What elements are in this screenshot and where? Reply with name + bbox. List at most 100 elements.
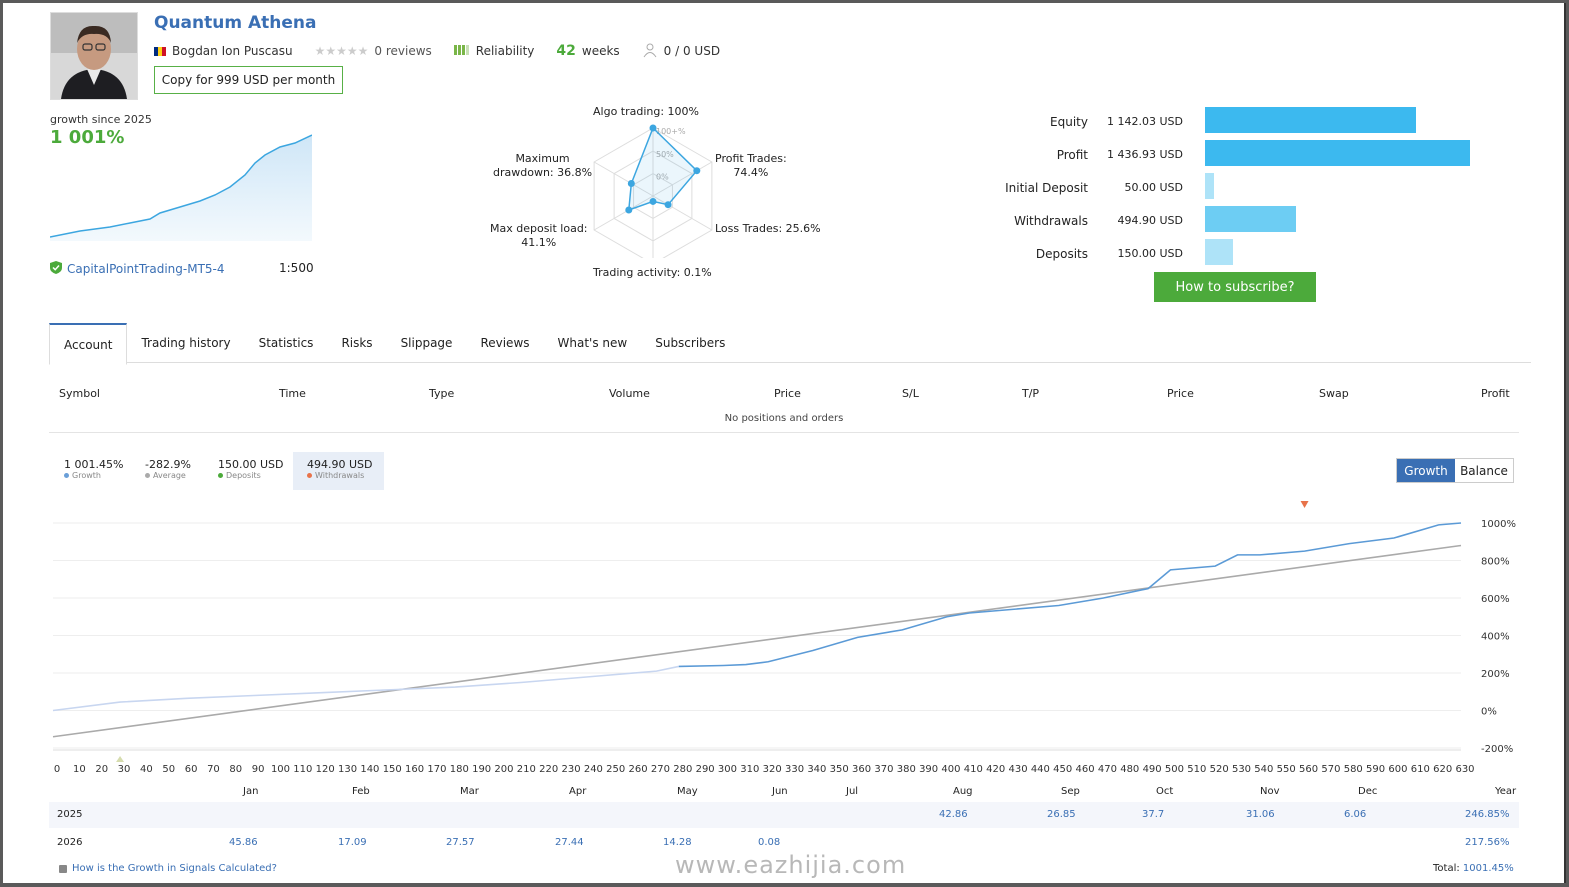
month-value[interactable]: 42.86 bbox=[939, 809, 968, 820]
y-tick-label: -200% bbox=[1481, 744, 1513, 755]
growth-calc-link-text[interactable]: How is the Growth in Signals Calculated? bbox=[72, 863, 277, 874]
col-type[interactable]: Type bbox=[429, 387, 455, 400]
col-tp[interactable]: T/P bbox=[1022, 387, 1040, 400]
copy-button[interactable]: Copy for 999 USD per month bbox=[154, 66, 343, 94]
growth-line-early bbox=[52, 665, 679, 712]
radar-label-deposit-load-value: 41.1% bbox=[521, 236, 557, 249]
month-value[interactable]: 37.7 bbox=[1142, 809, 1165, 820]
radar-label-drawdown: Maximum drawdown: 36.8% bbox=[493, 152, 592, 180]
x-tick-label: 260 bbox=[629, 764, 648, 775]
col-time[interactable]: Time bbox=[279, 387, 306, 400]
average-line bbox=[52, 544, 1462, 738]
growth-toggle-button[interactable]: Growth bbox=[1397, 459, 1455, 482]
col-price[interactable]: Price bbox=[774, 387, 801, 400]
deposit-marker-icon[interactable] bbox=[116, 756, 125, 762]
month-value[interactable]: 27.44 bbox=[555, 837, 584, 848]
bar-label: Withdrawals bbox=[1014, 214, 1088, 228]
growth-since-label: growth since 2025 bbox=[50, 113, 152, 126]
stat-deposits[interactable]: 150.00 USD Deposits bbox=[218, 458, 284, 480]
x-tick-label: 370 bbox=[874, 764, 893, 775]
x-tick-label: 630 bbox=[1455, 764, 1474, 775]
bar-value: 150.00 USD bbox=[1117, 247, 1184, 260]
x-tick-label: 220 bbox=[539, 764, 558, 775]
y-tick-label: 400% bbox=[1481, 632, 1510, 643]
month-label: May bbox=[677, 786, 698, 797]
x-tick-label: 330 bbox=[785, 764, 804, 775]
month-value[interactable]: 17.09 bbox=[338, 837, 367, 848]
how-to-subscribe-button[interactable]: How to subscribe? bbox=[1154, 272, 1316, 302]
tab-slippage[interactable]: Slippage bbox=[400, 335, 453, 350]
avatar[interactable] bbox=[50, 12, 138, 100]
author-name[interactable]: Bogdan Ion Puscasu bbox=[172, 44, 293, 58]
radar-label-algo: Algo trading: 100% bbox=[593, 105, 700, 118]
month-value[interactable]: 27.57 bbox=[446, 837, 475, 848]
x-tick-label: 570 bbox=[1321, 764, 1340, 775]
tab-reviews[interactable]: Reviews bbox=[480, 335, 530, 350]
radar-area bbox=[627, 126, 698, 212]
stat-average[interactable]: -282.9% Average bbox=[145, 458, 191, 480]
month-label: Feb bbox=[352, 786, 370, 797]
col-price-current[interactable]: Price bbox=[1167, 387, 1194, 400]
tab-risks[interactable]: Risks bbox=[341, 335, 373, 350]
x-tick-label: 510 bbox=[1187, 764, 1206, 775]
x-tick-label: 360 bbox=[852, 764, 871, 775]
month-value[interactable]: 14.28 bbox=[663, 837, 692, 848]
col-sl[interactable]: S/L bbox=[902, 387, 919, 400]
x-tick-label: 460 bbox=[1076, 764, 1095, 775]
month-value[interactable]: 0.08 bbox=[758, 837, 781, 848]
col-volume[interactable]: Volume bbox=[609, 387, 650, 400]
tab-account[interactable]: Account bbox=[49, 323, 128, 365]
bar-fill bbox=[1205, 239, 1233, 265]
stat-withdrawals-value: 494.90 USD bbox=[307, 458, 373, 471]
month-value[interactable]: 31.06 bbox=[1246, 809, 1275, 820]
stat-growth[interactable]: 1 001.45% Growth bbox=[64, 458, 123, 480]
tab-statistics[interactable]: Statistics bbox=[258, 335, 314, 350]
month-value[interactable]: 45.86 bbox=[229, 837, 258, 848]
x-tick-label: 70 bbox=[207, 764, 220, 775]
x-tick-label: 590 bbox=[1366, 764, 1385, 775]
radar-ring-label: 100+% bbox=[656, 127, 686, 136]
month-label: Dec bbox=[1358, 786, 1378, 797]
reviews-count[interactable]: 0 reviews bbox=[374, 44, 432, 58]
col-swap[interactable]: Swap bbox=[1319, 387, 1349, 400]
tab-bar: Account Trading history Statistics Risks… bbox=[49, 323, 1531, 365]
col-profit[interactable]: Profit bbox=[1481, 387, 1510, 400]
y-tick-label: 800% bbox=[1481, 557, 1510, 568]
no-positions-text: No positions and orders bbox=[724, 413, 844, 424]
x-tick-label: 150 bbox=[383, 764, 402, 775]
x-tick-label: 60 bbox=[185, 764, 198, 775]
leverage-value: 1:500 bbox=[279, 261, 314, 275]
x-tick-label: 160 bbox=[405, 764, 424, 775]
stat-deposits-label: Deposits bbox=[226, 471, 261, 480]
col-symbol[interactable]: Symbol bbox=[59, 387, 100, 400]
y-tick-label: 1000% bbox=[1481, 519, 1516, 530]
signal-title[interactable]: Quantum Athena bbox=[154, 13, 317, 33]
x-tick-label: 50 bbox=[162, 764, 175, 775]
month-label: Jan bbox=[243, 786, 259, 797]
radar-point-algo bbox=[649, 124, 657, 132]
withdrawals-highlight bbox=[293, 452, 384, 490]
month-value[interactable]: 26.85 bbox=[1047, 809, 1076, 820]
growth-calc-link[interactable]: How is the Growth in Signals Calculated? bbox=[59, 863, 277, 874]
bar-fill bbox=[1205, 173, 1215, 199]
radar-label-profit-value: 74.4% bbox=[733, 166, 769, 179]
radar-label-activity: Trading activity: 0.1% bbox=[593, 266, 712, 279]
year-row: 2026 45.86 17.09 27.57 27.44 14.28 0.08 217.56% bbox=[49, 830, 1519, 856]
tab-subscribers[interactable]: Subscribers bbox=[655, 335, 726, 350]
broker-name[interactable]: CapitalPointTrading-MT5-4 bbox=[67, 262, 225, 276]
month-value[interactable]: 6.06 bbox=[1344, 809, 1367, 820]
balance-toggle-button[interactable]: Balance bbox=[1460, 463, 1508, 478]
radar-spoke bbox=[593, 195, 654, 231]
x-tick-label: 40 bbox=[140, 764, 153, 775]
growth-line bbox=[678, 522, 1462, 668]
withdrawal-marker-icon[interactable] bbox=[1300, 501, 1309, 508]
stat-withdrawals[interactable]: 494.90 USD Withdrawals bbox=[307, 458, 373, 480]
tab-whats-new[interactable]: What's new bbox=[557, 335, 628, 350]
total-label: Total: bbox=[1433, 863, 1460, 874]
broker-link[interactable]: CapitalPointTrading-MT5-4 bbox=[50, 261, 225, 277]
bar-fill bbox=[1205, 107, 1416, 133]
radar-ring-label: 50% bbox=[656, 150, 674, 159]
x-tick-label: 30 bbox=[118, 764, 131, 775]
x-tick-label: 600 bbox=[1388, 764, 1407, 775]
tab-trading-history[interactable]: Trading history bbox=[141, 335, 231, 350]
